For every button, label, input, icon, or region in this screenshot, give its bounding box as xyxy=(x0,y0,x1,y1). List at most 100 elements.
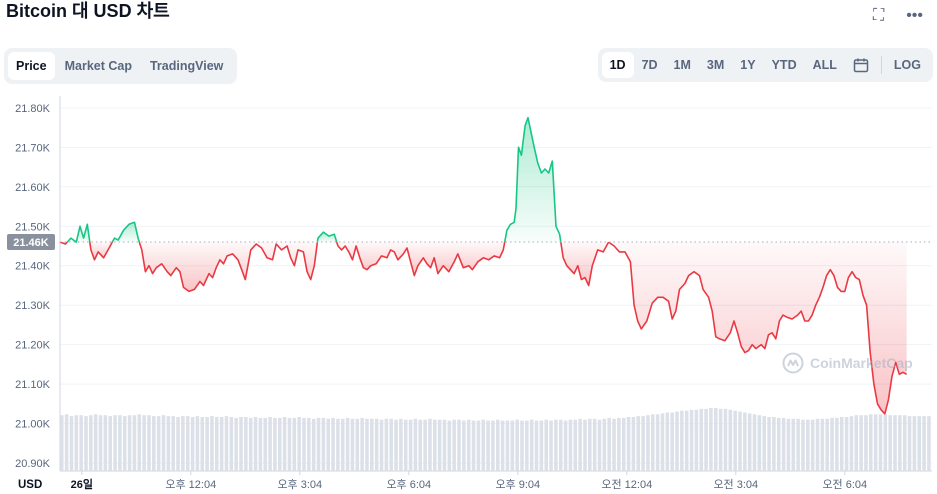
reference-price-label: 21.46K xyxy=(13,237,49,249)
volume-bar xyxy=(747,413,752,471)
x-tick-label: 26일 xyxy=(71,477,93,491)
volume-bar xyxy=(525,420,529,471)
tab-price[interactable]: Price xyxy=(8,52,55,80)
volume-bar xyxy=(370,418,374,471)
range-3m[interactable]: 3M xyxy=(706,58,725,72)
volume-bar xyxy=(142,415,146,471)
price-line-down xyxy=(59,241,68,245)
price-line-down xyxy=(138,241,319,293)
volume-bar xyxy=(79,415,83,471)
volume-bar xyxy=(922,416,926,471)
range-1d[interactable]: 1D xyxy=(601,52,634,78)
volume-bar xyxy=(718,408,723,471)
volume-bar xyxy=(210,416,214,471)
volume-bar xyxy=(442,419,447,471)
y-unit-label: USD xyxy=(18,479,42,491)
volume-bar xyxy=(190,417,195,471)
reference-price-badge xyxy=(7,234,55,251)
volume-bar xyxy=(176,417,180,471)
volume-bar xyxy=(539,420,544,471)
volume-bar xyxy=(592,418,597,471)
price-line-down xyxy=(89,241,114,261)
volume-bar xyxy=(452,419,456,471)
volume-bar xyxy=(496,419,500,471)
more-horizontal-icon[interactable]: ••• xyxy=(906,7,923,24)
volume-bar xyxy=(234,417,238,471)
volume-bar xyxy=(684,410,689,471)
volume-bar xyxy=(859,415,863,471)
volume-bar xyxy=(229,417,234,471)
area-down xyxy=(336,242,505,276)
log-scale-toggle[interactable]: LOG xyxy=(893,58,921,72)
volume-bar xyxy=(621,417,626,471)
volume-bar xyxy=(578,418,582,471)
price-line-up xyxy=(66,223,91,243)
volume-bar xyxy=(433,419,437,471)
volume-bar xyxy=(704,408,708,471)
volume-bar xyxy=(680,410,684,471)
volume-bar xyxy=(500,420,505,471)
volume-bar xyxy=(883,414,888,471)
calendar-button[interactable] xyxy=(845,52,877,78)
tab-tradingview[interactable]: TradingView xyxy=(149,59,224,73)
volume-bar xyxy=(287,417,292,471)
area-down xyxy=(89,242,113,260)
volume-bar xyxy=(549,420,553,471)
volume-bar xyxy=(893,415,897,471)
y-tick-label: 21.80K xyxy=(15,103,51,115)
x-tick-label: 오전 3:04 xyxy=(713,478,758,491)
tab-market-cap[interactable]: Market Cap xyxy=(64,59,132,73)
volume-bar xyxy=(466,419,471,471)
volume-bar xyxy=(282,417,287,471)
y-tick-label: 21.50K xyxy=(15,221,51,233)
price-line-up xyxy=(111,221,141,243)
range-1m[interactable]: 1M xyxy=(673,58,691,72)
volume-bar xyxy=(413,418,418,471)
volume-bar xyxy=(331,417,335,471)
volume-bar xyxy=(384,418,389,471)
volume-bar xyxy=(563,420,568,471)
volume-bar xyxy=(89,415,93,471)
price-line-down xyxy=(335,241,506,277)
volume-bar xyxy=(408,419,413,471)
volume-bar xyxy=(447,420,452,471)
volume-bar xyxy=(292,417,297,471)
volume-bar xyxy=(617,417,621,471)
expand-icon[interactable]: ⛶ xyxy=(872,7,885,24)
volume-bar xyxy=(98,415,103,471)
volume-bar xyxy=(864,415,868,471)
volume-bar xyxy=(844,417,849,471)
volume-bar xyxy=(350,418,355,471)
volume-bar xyxy=(195,416,200,471)
price-line-down xyxy=(560,241,610,287)
volume-bar xyxy=(132,415,137,471)
volume-bar xyxy=(810,419,815,471)
volume-bar xyxy=(307,417,311,471)
volume-bar xyxy=(612,418,616,471)
volume-bar xyxy=(869,414,873,471)
volume-bar xyxy=(655,414,660,471)
x-tick-label: 오전 6:04 xyxy=(822,478,867,491)
volume-bar xyxy=(801,419,805,471)
price-line-up xyxy=(316,231,338,243)
volume-bar xyxy=(723,408,728,471)
range-all[interactable]: ALL xyxy=(812,58,837,72)
volume-bar xyxy=(694,409,699,471)
volume-bar xyxy=(830,417,834,471)
volume-bar xyxy=(108,416,112,471)
volume-bar xyxy=(64,414,69,471)
volume-bar xyxy=(171,416,175,471)
volume-bar xyxy=(302,417,306,471)
volume-bar xyxy=(258,417,263,471)
range-ytd[interactable]: YTD xyxy=(771,58,797,72)
volume-bar xyxy=(316,417,321,471)
volume-bar xyxy=(253,417,258,471)
volume-bar xyxy=(505,420,510,471)
range-1y[interactable]: 1Y xyxy=(740,58,756,72)
range-7d[interactable]: 7D xyxy=(641,58,658,72)
volume-bar xyxy=(781,417,786,471)
y-tick-label: 21.20K xyxy=(15,340,51,352)
volume-bar xyxy=(631,417,636,471)
volume-bar xyxy=(912,416,917,471)
